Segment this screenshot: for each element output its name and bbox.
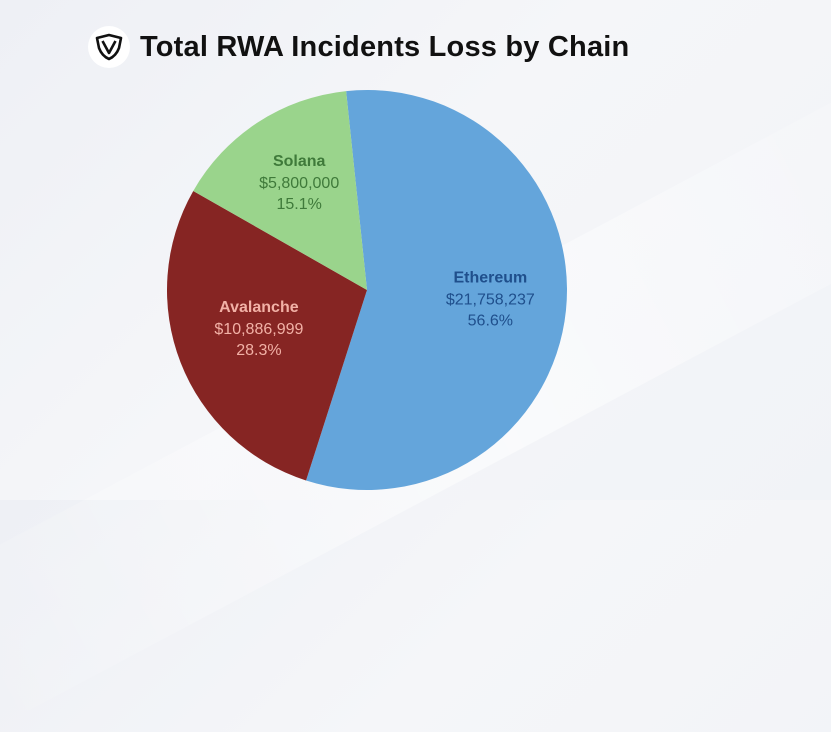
- slice-percent-label: 56.6%: [468, 313, 513, 330]
- page-title: Total RWA Incidents Loss by Chain: [140, 30, 630, 63]
- pie-slice-ethereum: [306, 89, 568, 490]
- slice-label-avalanche: Avalanche $10,886,999 28.3%: [214, 299, 303, 359]
- slice-label-solana: Solana $5,800,000 15.1%: [259, 153, 339, 213]
- pie-slice-solana: [193, 91, 367, 291]
- slice-percent-label: 28.3%: [236, 342, 281, 359]
- slice-name-label: Solana: [273, 153, 326, 170]
- slice-label-ethereum: Ethereum $21,758,237 56.6%: [446, 270, 535, 330]
- slice-value-label: $10,886,999: [214, 321, 303, 338]
- chart-header: Total RWA Incidents Loss by Chain: [88, 24, 629, 70]
- pie-chart: Ethereum $21,758,237 56.6% Avalanche $10,886…: [167, 89, 568, 490]
- slice-name-label: Ethereum: [453, 270, 527, 287]
- slice-value-label: $5,800,000: [259, 175, 339, 192]
- pie-slice-avalanche: [167, 190, 367, 481]
- slice-percent-label: 15.1%: [276, 196, 321, 213]
- shield-logo-icon: [88, 26, 130, 68]
- slice-name-label: Avalanche: [219, 299, 299, 316]
- slice-value-label: $21,758,237: [446, 292, 535, 309]
